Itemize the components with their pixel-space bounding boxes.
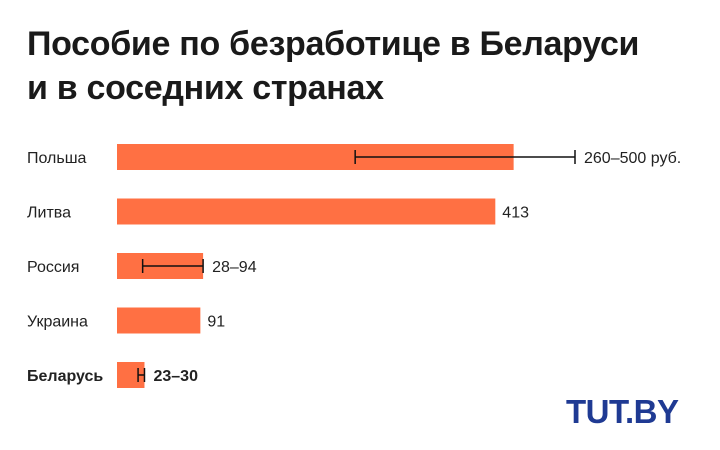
value-label: 260–500 руб.: [584, 150, 681, 167]
chart-title: Пособие по безработице в Беларуси и в со…: [27, 22, 707, 110]
category-label: Украина: [27, 314, 88, 331]
chart-title-line-1: Пособие по безработице в Беларуси: [27, 25, 640, 63]
bar: [117, 198, 496, 225]
category-label: Россия: [27, 259, 79, 276]
bar: [117, 307, 201, 334]
tutby-logo: TUT.BY: [566, 394, 679, 428]
category-label: Польша: [27, 150, 87, 167]
value-label: 413: [502, 205, 529, 222]
category-label: Литва: [27, 205, 71, 222]
value-label: 28–94: [212, 259, 257, 276]
tutby-logo-text: TUT.BY: [566, 394, 679, 428]
category-label: Беларусь: [27, 368, 103, 385]
value-label: 23–30: [153, 368, 198, 385]
value-label: 91: [207, 314, 225, 331]
chart-title-line-2: и в соседних странах: [27, 69, 384, 107]
